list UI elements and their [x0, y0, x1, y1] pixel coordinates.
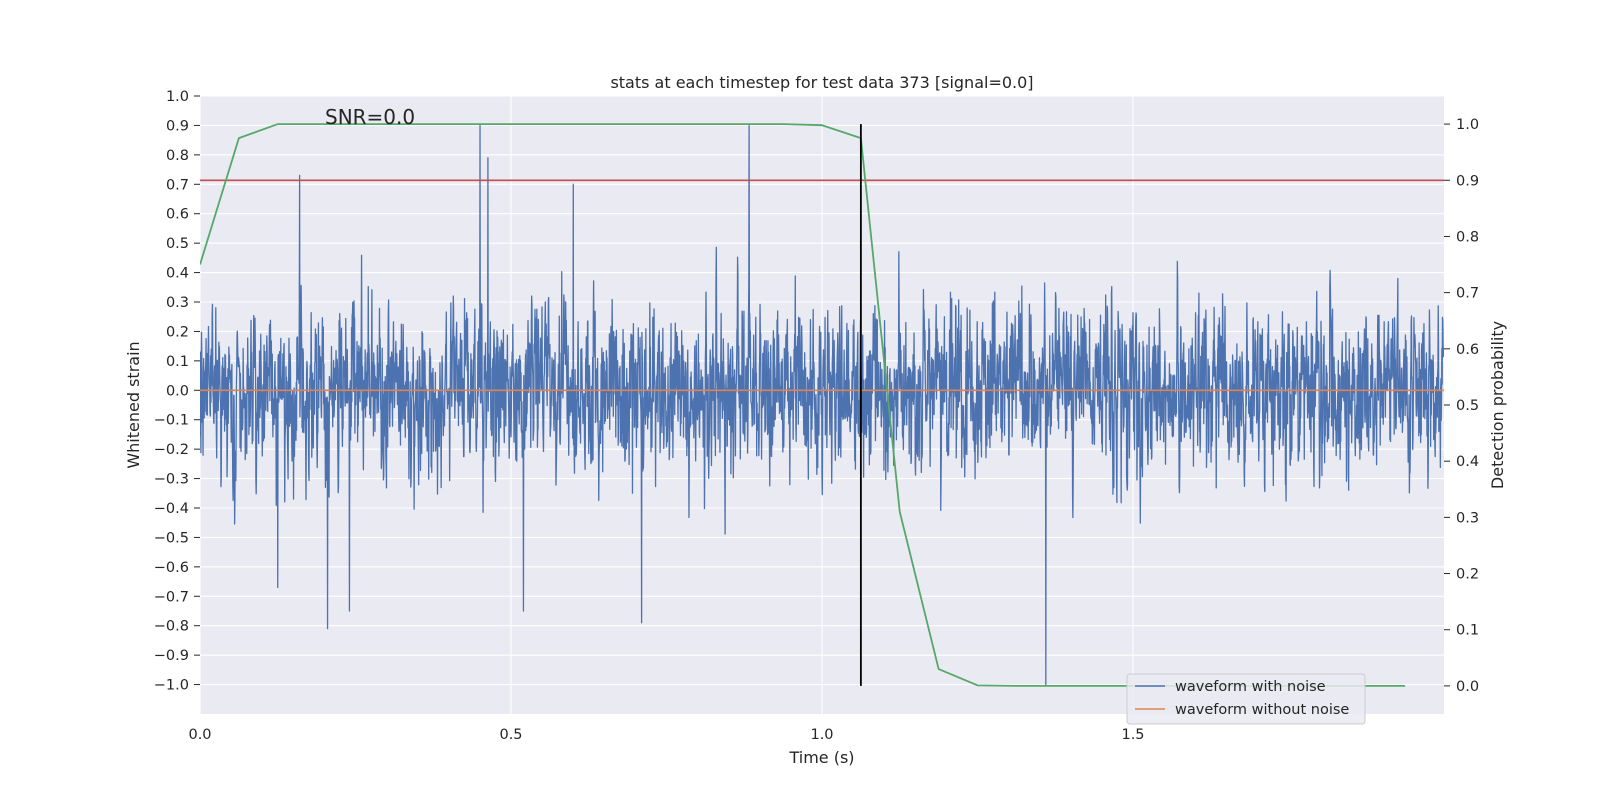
- y-tick-label: 0.4: [166, 266, 189, 282]
- y-tick-label: −0.7: [154, 589, 189, 605]
- y-tick-label: −1.0: [154, 678, 189, 694]
- y-tick-label: 0.7: [166, 177, 189, 193]
- y-tick-label: −0.4: [154, 501, 189, 517]
- y-right-tick-label: 0.0: [1456, 679, 1479, 695]
- y-right-tick-label: 0.1: [1456, 623, 1479, 639]
- y-tick-label: −0.6: [154, 560, 189, 576]
- y-right-tick-label: 0.5: [1456, 398, 1479, 414]
- tick-layer: 1.0 0.9 0.8 0.7 0.6 0.5 0.4 0.3 0.2 0.1 0.0 −0.1 −0.…: [154, 89, 1479, 743]
- y-right-tick-label: 0.8: [1456, 229, 1479, 245]
- y-tick-label: −0.3: [154, 472, 189, 488]
- y-tick-label: 0.1: [166, 354, 189, 370]
- y-right-tick-label: 0.3: [1456, 510, 1479, 526]
- y-tick-label: 0.5: [166, 236, 189, 252]
- y-tick-label: −0.5: [154, 530, 189, 546]
- y-right-tick-label: 0.2: [1456, 567, 1479, 583]
- x-tick-label: 0.0: [188, 727, 211, 743]
- y-tick-label: 0.6: [166, 207, 189, 223]
- y-tick-label: 0.2: [166, 324, 189, 340]
- y-tick-label: 0.8: [166, 148, 189, 164]
- series-line-waveform-with-noise: [200, 124, 1444, 686]
- chart-title: stats at each timestep for test data 373…: [610, 73, 1033, 92]
- legend-label-clean: waveform without noise: [1175, 702, 1349, 718]
- y-right-tick-label: 0.4: [1456, 454, 1479, 470]
- x-axis-label: Time (s): [788, 748, 854, 767]
- y-axis-label: Whitened strain: [124, 341, 143, 468]
- y-tick-label: 0.0: [166, 383, 189, 399]
- x-tick-label: 1.0: [810, 727, 833, 743]
- legend-label-noise: waveform with noise: [1175, 679, 1326, 695]
- y-tick-label: −0.8: [154, 619, 189, 635]
- y-tick-label: −0.2: [154, 442, 189, 458]
- snr-annotation: SNR=0.0: [325, 105, 415, 129]
- legend-box: [1126, 673, 1366, 725]
- legend: waveform with noise waveform without noi…: [1126, 673, 1366, 725]
- y-right-tick-label: 1.0: [1456, 117, 1479, 133]
- x-tick-label: 0.5: [499, 727, 522, 743]
- y-right-tick-label: 0.6: [1456, 342, 1479, 358]
- y-tick-label: 1.0: [166, 89, 189, 105]
- y-right-tick-label: 0.7: [1456, 286, 1479, 302]
- y-right-axis-label: Detection probability: [1488, 321, 1507, 489]
- y-right-tick-label: 0.9: [1456, 173, 1479, 189]
- y-tick-label: −0.9: [154, 648, 189, 664]
- y-tick-label: 0.9: [166, 118, 189, 134]
- y-tick-label: 0.3: [166, 295, 189, 311]
- x-tick-label: 1.5: [1121, 727, 1144, 743]
- y-tick-label: −0.1: [154, 413, 189, 429]
